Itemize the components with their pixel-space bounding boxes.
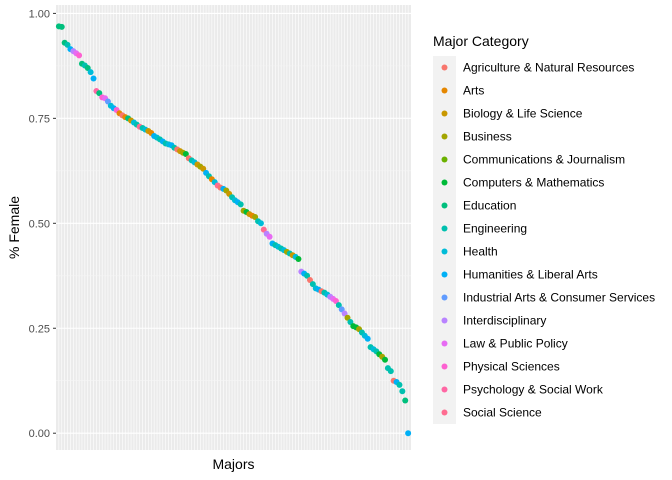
grid-y — [56, 12, 411, 434]
data-point — [405, 430, 412, 437]
data-point — [76, 52, 83, 59]
legend-swatch — [441, 409, 448, 416]
scatter-points — [55, 23, 412, 437]
legend-label: Computers & Mathematics — [463, 176, 604, 190]
data-point — [402, 397, 409, 404]
legend-label: Health — [463, 245, 498, 259]
data-point — [309, 281, 316, 288]
data-point — [182, 151, 189, 158]
legend-label: Communications & Journalism — [463, 153, 625, 167]
legend-swatch — [441, 179, 448, 186]
legend-swatch — [441, 110, 448, 117]
y-axis-title: % Female — [6, 196, 22, 259]
data-point — [104, 98, 111, 105]
legend-swatch — [441, 386, 448, 393]
legend-swatch — [441, 294, 448, 301]
data-point — [90, 75, 97, 82]
legend-swatch — [441, 271, 448, 278]
y-tick-label: 1.00 — [29, 8, 50, 20]
x-axis-title: Majors — [212, 456, 254, 472]
legend-label: Agriculture & Natural Resources — [463, 61, 634, 75]
plot-panel — [56, 5, 411, 450]
legend-swatch — [441, 87, 448, 94]
data-point — [252, 214, 259, 221]
legend-label: Physical Sciences — [463, 360, 560, 374]
legend-title: Major Category — [433, 33, 529, 49]
data-point — [295, 255, 302, 262]
y-axis: 0.00 0.25 0.50 0.75 1.00 — [29, 8, 56, 440]
data-point — [306, 276, 313, 283]
data-point — [399, 388, 406, 395]
legend-label: Psychology & Social Work — [463, 383, 604, 397]
legend-label: Business — [463, 130, 512, 144]
data-point — [347, 318, 354, 325]
legend-label: Interdisciplinary — [463, 314, 546, 328]
legend-swatch — [441, 156, 448, 163]
grid-major-x — [58, 5, 409, 450]
data-point — [96, 90, 103, 97]
data-point — [304, 272, 311, 279]
legend-swatch — [441, 340, 448, 347]
data-point — [382, 356, 389, 363]
y-tick-label: 0.25 — [29, 323, 50, 335]
legend-label: Education — [463, 199, 516, 213]
legend-label: Engineering — [463, 222, 527, 236]
legend-swatch — [441, 248, 448, 255]
data-point — [335, 302, 342, 309]
data-point — [87, 69, 94, 76]
legend-label: Humanities & Liberal Arts — [463, 268, 598, 282]
data-point — [338, 306, 345, 313]
legend-swatch — [441, 317, 448, 324]
legend-label: Law & Public Policy — [463, 337, 568, 351]
data-point — [341, 310, 348, 317]
y-tick-label: 0.75 — [29, 113, 50, 125]
data-point — [344, 314, 351, 321]
data-point — [364, 335, 371, 342]
y-tick-label: 0.00 — [29, 428, 50, 440]
data-point — [58, 23, 65, 30]
data-point — [200, 165, 207, 172]
data-point — [260, 226, 267, 233]
legend-label: Industrial Arts & Consumer Services — [463, 291, 655, 305]
data-point — [396, 381, 403, 388]
legend: Major Category Agriculture & Natural Res… — [433, 33, 655, 424]
legend-swatch — [441, 202, 448, 209]
data-point — [237, 201, 244, 208]
legend-swatch — [441, 225, 448, 232]
legend-swatch — [441, 363, 448, 370]
data-point — [266, 233, 273, 240]
data-point — [387, 368, 394, 375]
legend-label: Social Science — [463, 406, 542, 420]
data-point — [332, 297, 339, 304]
y-tick-label: 0.50 — [29, 218, 50, 230]
legend-label: Arts — [463, 84, 484, 98]
data-point — [64, 41, 71, 48]
data-point — [257, 220, 264, 227]
legend-swatch — [441, 133, 448, 140]
legend-label: Biology & Life Science — [463, 107, 583, 121]
data-point — [84, 64, 91, 71]
legend-swatch — [441, 64, 448, 71]
